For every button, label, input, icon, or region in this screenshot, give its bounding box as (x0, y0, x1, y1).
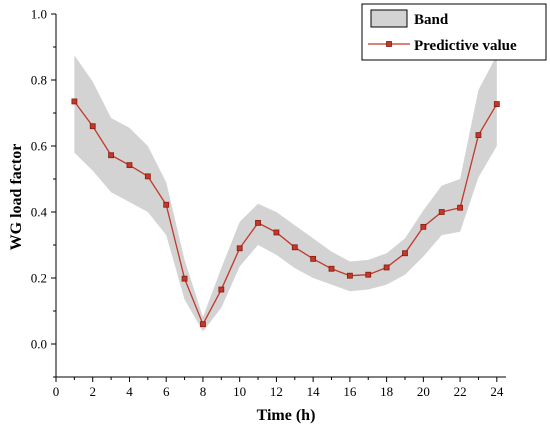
predictive-value-point (365, 271, 372, 278)
y-axis-ticks: 0.0 0.2 0.4 0.6 0.8 1.0 (31, 7, 56, 378)
predictive-value-point (457, 204, 463, 211)
y-tick-label: 0.2 (31, 271, 47, 286)
predictive-value-point (346, 272, 353, 279)
predictive-value-point (89, 123, 96, 130)
y-tick-label: 0.8 (31, 73, 47, 88)
x-tick-label: 0 (53, 384, 60, 399)
predictive-value-point (438, 209, 445, 215)
x-tick-label: 2 (89, 384, 96, 399)
predictive-value-point (402, 250, 408, 257)
y-tick-label: 0.6 (31, 139, 48, 154)
legend: Band Predictive value (361, 3, 547, 61)
predictive-value-point (236, 245, 243, 252)
x-tick-label: 22 (454, 384, 467, 399)
predictive-value-point (218, 286, 225, 293)
x-axis-ticks: 0 2 4 6 8 10 12 14 16 18 20 22 24 (53, 377, 504, 399)
x-tick-label: 8 (200, 384, 207, 399)
x-tick-label: 24 (490, 384, 504, 399)
x-tick-label: 4 (126, 384, 133, 399)
predictive-value-point (71, 98, 78, 105)
legend-predictive-marker (386, 41, 392, 47)
legend-box (361, 3, 547, 61)
axes (55, 14, 506, 378)
x-tick-label: 10 (233, 384, 246, 399)
predictive-value-point (420, 223, 427, 230)
predictive-value-point (383, 264, 390, 271)
x-tick-label: 12 (270, 384, 283, 399)
predictive-value-point (163, 201, 170, 208)
predictive-value-point (108, 152, 114, 159)
x-tick-label: 16 (343, 384, 357, 399)
predictive-value-point (475, 132, 482, 139)
confidence-band-area (74, 55, 497, 332)
predictive-value-point (291, 244, 298, 251)
x-tick-label: 14 (307, 384, 321, 399)
legend-band-label: Band (414, 12, 449, 28)
y-tick-label: 0.4 (31, 205, 48, 220)
predictive-value-point (200, 321, 206, 328)
x-tick-label: 18 (380, 384, 393, 399)
predictive-value-markers (71, 98, 500, 328)
predictive-value-point (126, 162, 133, 169)
predictive-value-point (328, 265, 335, 272)
legend-band-swatch (370, 9, 408, 28)
predictive-value-point (181, 275, 188, 282)
predictive-value-point (144, 173, 151, 180)
predictive-value-point (493, 101, 500, 107)
predictive-value-line (73, 101, 498, 326)
x-tick-label: 20 (417, 384, 430, 399)
legend-predictive-label: Predictive value (414, 38, 517, 54)
x-tick-label: 6 (163, 384, 170, 399)
predictive-value-point (255, 219, 261, 226)
y-tick-label: 1.0 (31, 7, 47, 22)
predictive-value-point (310, 255, 317, 262)
y-tick-label: 0.0 (31, 337, 47, 352)
x-axis-title: Time (h) (257, 407, 316, 424)
predictive-value-point (273, 229, 280, 236)
y-axis-title: WG load factor (8, 144, 25, 251)
